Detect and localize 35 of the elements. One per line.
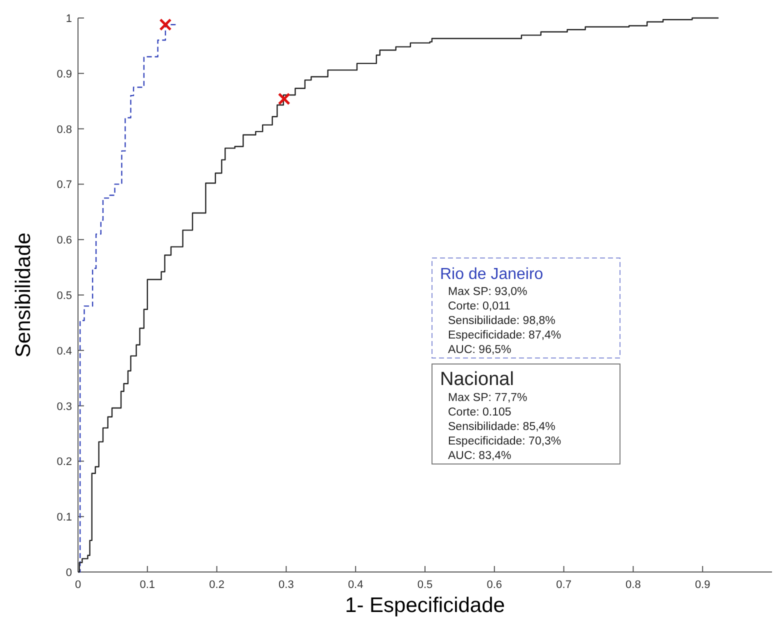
x-tick-label: 0.1 (140, 579, 156, 591)
y-tick-label: 0.3 (56, 400, 72, 413)
x-tick-label: 0.9 (694, 579, 710, 591)
text: Rio de Janeiro (440, 266, 544, 283)
y-tick-label: 0.6 (56, 234, 72, 247)
annotation: AUC: 83,4% (448, 450, 512, 462)
annotation: Max SP: 93,0% (448, 286, 528, 298)
x-tick-label: 0.6 (486, 579, 502, 591)
y-tick-label: 0.4 (56, 345, 72, 358)
x-tick-label: 0 (74, 579, 82, 591)
y-tick-label: 0.5 (56, 290, 72, 302)
y-tick-label: 0.2 (56, 456, 72, 468)
annotation: Sensibilidade: 98,8% (448, 315, 556, 327)
y-tick-label: 1 (66, 13, 72, 25)
annotation: Especificidade: 87,4% (448, 330, 562, 342)
x-tick-label: 0.5 (417, 579, 433, 591)
text: Nacional (440, 369, 514, 390)
y-tick-label: 0 (66, 567, 72, 579)
y-tick-label: 0.9 (56, 68, 72, 80)
annotation: Corte: 0.105 (448, 406, 512, 418)
y-axis-title: Sensibilidade (12, 232, 35, 358)
y-tick-label: 0.1 (56, 512, 72, 524)
x-tick-label: 0.3 (278, 579, 294, 591)
annotation: AUC: 96,5% (448, 344, 512, 356)
y-tick-label: 0.7 (56, 179, 72, 192)
x-tick-label: 0.7 (556, 579, 572, 591)
annotation: Corte: 0,011 (448, 300, 510, 312)
x-tick-label: 0.8 (626, 579, 641, 591)
x-tick-label: 0.2 (209, 579, 224, 591)
x-axis-title: 1- Especificidade (345, 594, 505, 617)
annotation: Especificidade: 70,3% (448, 436, 562, 448)
x-tick-label: 0.4 (348, 579, 364, 591)
annotation: Sensibilidade: 85,4% (448, 421, 556, 433)
annotation: Max SP: 77,7% (448, 392, 528, 404)
y-tick-label: 0.8 (56, 124, 72, 136)
